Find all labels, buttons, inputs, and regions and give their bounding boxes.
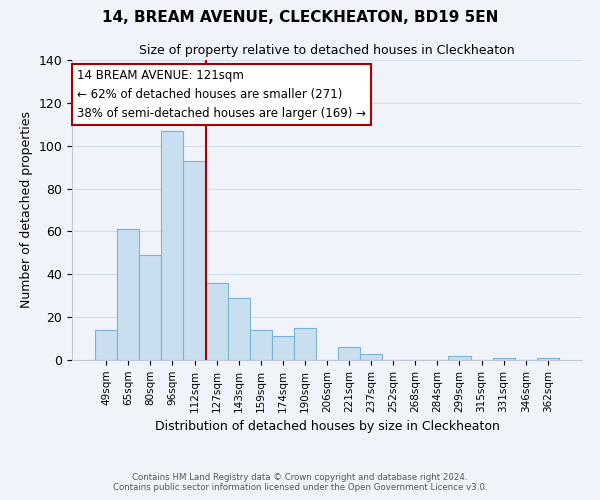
Bar [139, 255, 161, 360]
Bar [206, 283, 227, 360]
Bar [448, 356, 470, 360]
Bar [184, 160, 206, 360]
Bar [294, 328, 316, 360]
Bar [250, 330, 272, 360]
Bar [272, 336, 294, 360]
Bar [493, 358, 515, 360]
Text: 14, BREAM AVENUE, CLECKHEATON, BD19 5EN: 14, BREAM AVENUE, CLECKHEATON, BD19 5EN [102, 10, 498, 25]
Bar [227, 298, 250, 360]
Text: Contains HM Land Registry data © Crown copyright and database right 2024.
Contai: Contains HM Land Registry data © Crown c… [113, 473, 487, 492]
Bar [117, 230, 139, 360]
X-axis label: Distribution of detached houses by size in Cleckheaton: Distribution of detached houses by size … [155, 420, 499, 433]
Bar [360, 354, 382, 360]
Text: 14 BREAM AVENUE: 121sqm
← 62% of detached houses are smaller (271)
38% of semi-d: 14 BREAM AVENUE: 121sqm ← 62% of detache… [77, 69, 366, 120]
Bar [537, 358, 559, 360]
Y-axis label: Number of detached properties: Number of detached properties [20, 112, 33, 308]
Bar [95, 330, 117, 360]
Title: Size of property relative to detached houses in Cleckheaton: Size of property relative to detached ho… [139, 44, 515, 58]
Bar [161, 130, 184, 360]
Bar [338, 347, 360, 360]
